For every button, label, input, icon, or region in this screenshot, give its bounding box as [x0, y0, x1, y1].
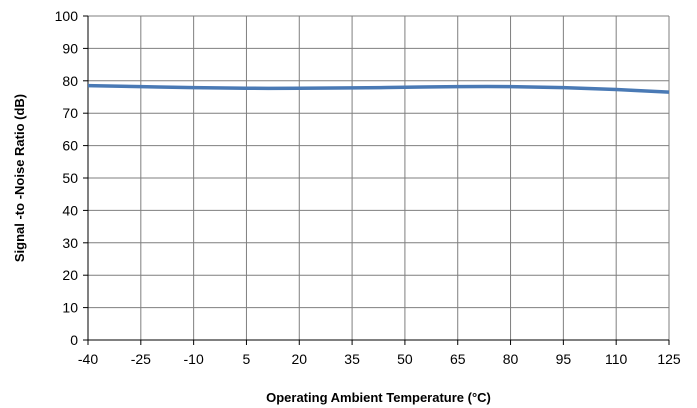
y-axis-title: Signal -to -Noise Ratio (dB) — [12, 94, 27, 262]
x-tick-label: 35 — [344, 351, 360, 367]
y-tick-label: 20 — [62, 267, 78, 283]
y-tick-label: 60 — [62, 138, 78, 154]
x-tick-label: 20 — [291, 351, 307, 367]
grid — [83, 15, 670, 345]
x-tick-label: 95 — [556, 351, 572, 367]
series-line — [87, 83, 670, 94]
y-tick-label: 0 — [70, 332, 78, 348]
x-tick-label: 65 — [450, 351, 466, 367]
y-tick-label: 50 — [62, 170, 78, 186]
x-tick-label: -10 — [184, 351, 204, 367]
x-tick-label: 110 — [605, 351, 628, 367]
y-tick-label: 40 — [62, 202, 78, 218]
x-axis-title: Operating Ambient Temperature (°C) — [266, 390, 491, 405]
series-group — [87, 83, 670, 94]
y-tick-label: 90 — [62, 40, 78, 56]
y-tick-label: 30 — [62, 235, 78, 251]
y-tick-label: 10 — [62, 300, 78, 316]
x-tick-label: 50 — [397, 351, 413, 367]
x-tick-label: -25 — [131, 351, 151, 367]
y-tick-label: 80 — [62, 73, 78, 89]
x-tick-label: 80 — [503, 351, 519, 367]
x-tick-label: -40 — [78, 351, 98, 367]
x-tick-label: 5 — [243, 351, 251, 367]
y-tick-label: 100 — [55, 8, 79, 24]
x-tick-labels: -40 -25 -10 5 20 35 50 65 80 95 110 125 — [78, 351, 681, 367]
x-tick-label: 125 — [657, 351, 681, 367]
y-tick-label: 70 — [62, 105, 78, 121]
y-tick-labels: 0 10 20 30 40 50 60 70 80 90 100 — [55, 8, 79, 348]
